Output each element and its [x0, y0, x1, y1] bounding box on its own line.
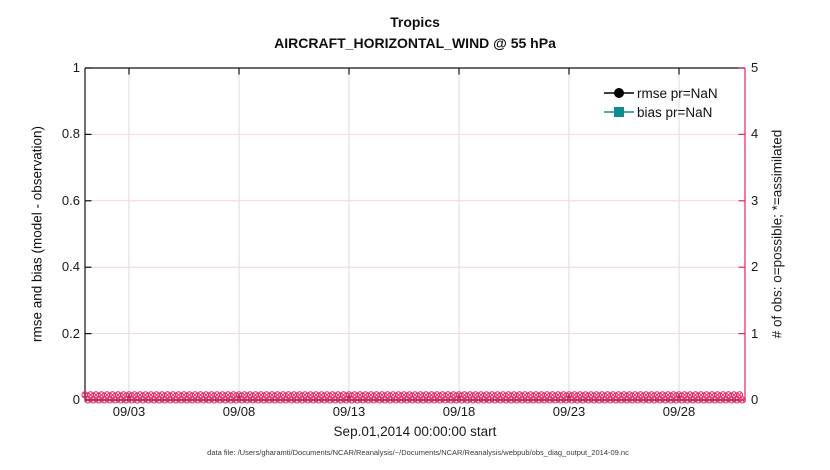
xtick: 09/18 [442, 404, 476, 419]
xtick: 09/13 [332, 404, 366, 419]
left-ytick: 0.6 [61, 193, 80, 208]
left-ytick: 0.8 [61, 126, 80, 141]
left-ytick: 0.4 [61, 259, 80, 274]
right-ytick: 5 [751, 60, 759, 75]
chart-subtitle: AIRCRAFT_HORIZONTAL_WIND @ 55 hPa [274, 35, 556, 51]
xtick: 09/23 [552, 404, 586, 419]
left-ytick: 1 [72, 60, 80, 75]
xtick: 09/03 [112, 404, 146, 419]
left-ytick: 0.2 [61, 326, 80, 341]
right-y-axis-label: # of obs: o=possible; *=assimilated [769, 129, 785, 339]
right-ytick: 2 [751, 259, 759, 274]
right-ytick: 0 [751, 392, 759, 407]
legend-label-bias: bias pr=NaN [637, 105, 713, 120]
left-ytick: 0 [72, 392, 80, 407]
right-ytick: 3 [751, 193, 759, 208]
x-axis-label: Sep.01,2014 00:00:00 start [333, 424, 497, 439]
xtick: 09/08 [222, 404, 256, 419]
legend-label-rmse: rmse pr=NaN [637, 86, 718, 101]
data-file-note: data file: /Users/gharamti/Documents/NCA… [207, 448, 629, 457]
right-ytick: 1 [751, 326, 759, 341]
xtick: 09/28 [662, 404, 696, 419]
chart-title: Tropics [390, 14, 440, 30]
left-y-axis-label: rmse and bias (model - observation) [29, 125, 45, 343]
right-ytick: 4 [751, 126, 759, 141]
